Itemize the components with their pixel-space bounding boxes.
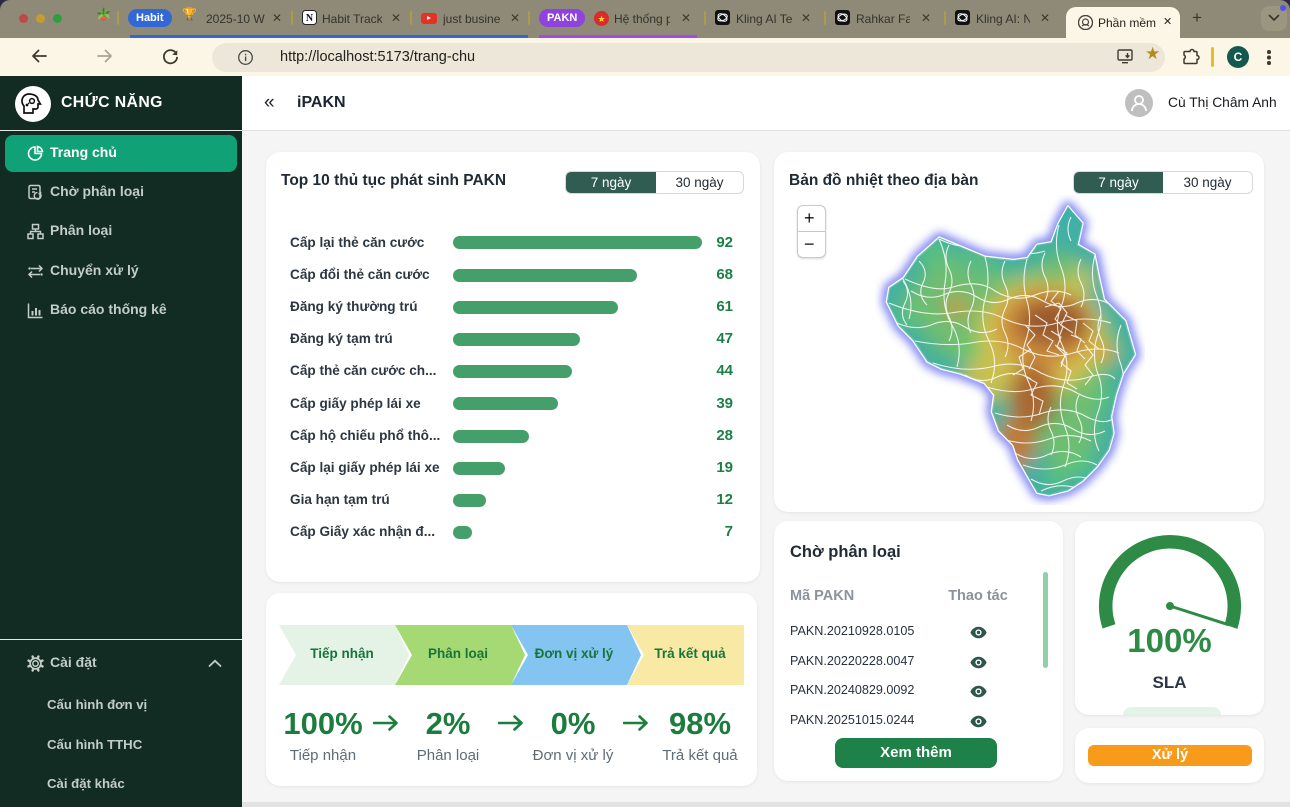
svg-text:N: N bbox=[306, 13, 314, 24]
